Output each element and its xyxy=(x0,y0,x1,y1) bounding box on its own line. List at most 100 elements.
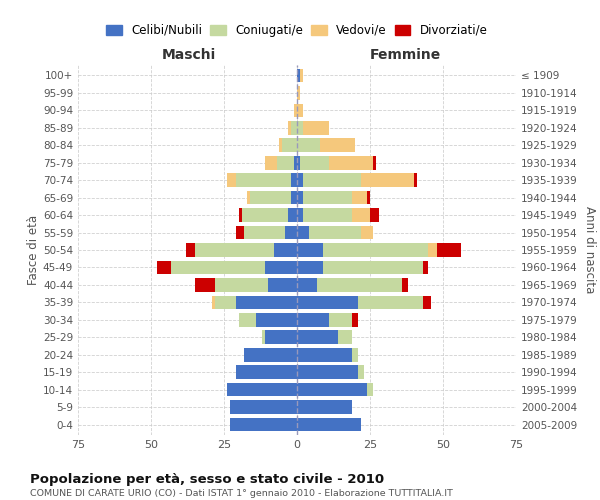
Bar xyxy=(288,121,291,134)
Bar xyxy=(370,208,379,222)
Bar xyxy=(402,278,408,291)
Bar xyxy=(297,138,320,152)
Bar xyxy=(303,121,329,134)
Bar xyxy=(236,366,297,379)
Bar xyxy=(352,191,367,204)
Bar xyxy=(265,156,277,170)
Text: Maschi: Maschi xyxy=(162,48,216,62)
Bar xyxy=(367,383,373,396)
Bar xyxy=(250,191,291,204)
Bar xyxy=(308,226,361,239)
Bar xyxy=(297,348,352,362)
Bar xyxy=(288,208,297,222)
Bar xyxy=(236,226,244,239)
Bar xyxy=(414,174,417,187)
Bar xyxy=(329,156,373,170)
Bar xyxy=(303,174,361,187)
Bar xyxy=(291,121,297,134)
Bar xyxy=(195,278,215,291)
Bar xyxy=(230,400,297,414)
Bar xyxy=(294,156,297,170)
Bar xyxy=(274,243,297,257)
Bar xyxy=(297,243,323,257)
Bar xyxy=(265,260,297,274)
Bar xyxy=(262,330,265,344)
Bar xyxy=(157,260,172,274)
Bar xyxy=(303,191,352,204)
Y-axis label: Anni di nascita: Anni di nascita xyxy=(583,206,596,294)
Bar xyxy=(215,278,268,291)
Bar xyxy=(286,226,297,239)
Bar xyxy=(317,278,402,291)
Bar xyxy=(300,156,329,170)
Bar xyxy=(338,330,352,344)
Bar xyxy=(358,296,422,309)
Bar xyxy=(244,348,297,362)
Bar xyxy=(230,418,297,432)
Text: Femmine: Femmine xyxy=(370,48,440,62)
Bar xyxy=(280,138,283,152)
Bar xyxy=(239,208,242,222)
Bar xyxy=(244,226,286,239)
Bar xyxy=(297,418,361,432)
Bar xyxy=(297,296,358,309)
Bar xyxy=(239,313,256,326)
Text: Popolazione per età, sesso e stato civile - 2010: Popolazione per età, sesso e stato civil… xyxy=(30,472,384,486)
Bar xyxy=(352,313,358,326)
Bar xyxy=(236,296,297,309)
Bar xyxy=(297,400,352,414)
Bar xyxy=(297,330,338,344)
Bar xyxy=(297,366,358,379)
Bar xyxy=(268,278,297,291)
Bar xyxy=(291,174,297,187)
Y-axis label: Fasce di età: Fasce di età xyxy=(27,215,40,285)
Legend: Celibi/Nubili, Coniugati/e, Vedovi/e, Divorziati/e: Celibi/Nubili, Coniugati/e, Vedovi/e, Di… xyxy=(101,19,493,42)
Bar xyxy=(361,174,414,187)
Bar xyxy=(242,208,288,222)
Bar xyxy=(297,191,303,204)
Bar xyxy=(323,260,422,274)
Bar xyxy=(361,226,373,239)
Bar xyxy=(422,296,431,309)
Bar xyxy=(297,226,308,239)
Bar xyxy=(323,243,428,257)
Bar xyxy=(247,191,250,204)
Bar xyxy=(352,208,370,222)
Bar xyxy=(227,383,297,396)
Bar xyxy=(215,296,236,309)
Bar xyxy=(437,243,461,257)
Bar xyxy=(297,313,329,326)
Bar xyxy=(212,296,215,309)
Bar xyxy=(265,330,297,344)
Bar xyxy=(297,383,367,396)
Bar xyxy=(172,260,265,274)
Bar xyxy=(297,156,300,170)
Bar xyxy=(428,243,437,257)
Bar xyxy=(291,191,297,204)
Bar xyxy=(236,174,291,187)
Bar xyxy=(297,86,300,100)
Bar xyxy=(277,156,294,170)
Bar xyxy=(297,260,323,274)
Bar xyxy=(367,191,370,204)
Text: COMUNE DI CARATE URIO (CO) - Dati ISTAT 1° gennaio 2010 - Elaborazione TUTTITALI: COMUNE DI CARATE URIO (CO) - Dati ISTAT … xyxy=(30,489,453,498)
Bar xyxy=(297,208,303,222)
Bar xyxy=(303,208,352,222)
Bar xyxy=(294,104,297,117)
Bar xyxy=(227,174,236,187)
Bar xyxy=(352,348,358,362)
Bar xyxy=(422,260,428,274)
Bar xyxy=(300,68,303,82)
Bar xyxy=(297,68,300,82)
Bar xyxy=(283,138,297,152)
Bar xyxy=(297,278,317,291)
Bar xyxy=(195,243,274,257)
Bar xyxy=(256,313,297,326)
Bar xyxy=(297,174,303,187)
Bar xyxy=(297,121,303,134)
Bar xyxy=(297,104,303,117)
Bar xyxy=(329,313,352,326)
Bar xyxy=(373,156,376,170)
Bar xyxy=(320,138,355,152)
Bar xyxy=(358,366,364,379)
